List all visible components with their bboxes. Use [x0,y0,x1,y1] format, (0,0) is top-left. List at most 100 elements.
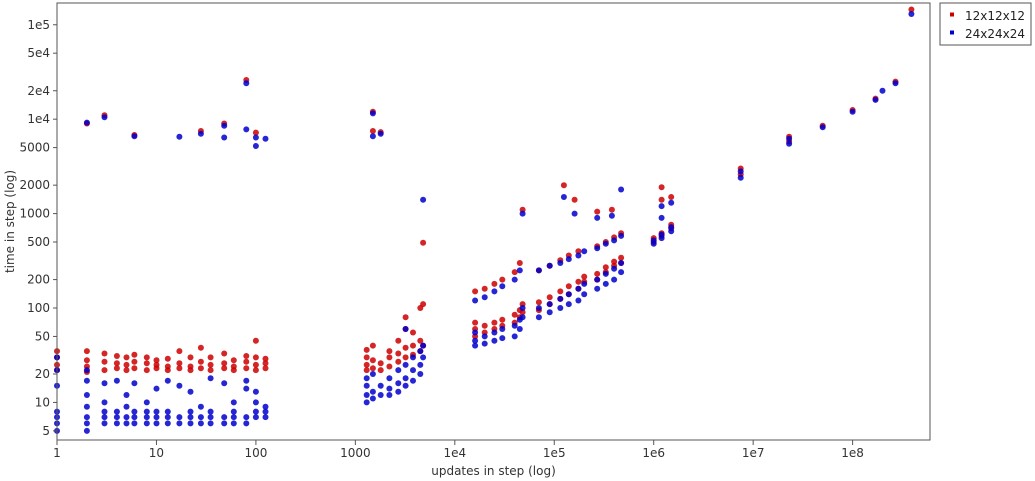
data-point [262,355,269,362]
data-point [176,382,183,389]
data-point [131,420,138,427]
data-point [608,212,615,219]
data-point [386,363,393,370]
data-point [369,371,376,377]
data-point [668,224,675,231]
data-point [511,311,518,318]
data-point [143,414,150,421]
data-point [230,414,237,421]
data-point [786,140,793,147]
data-point [153,408,160,415]
data-point [207,367,214,374]
data-point [402,344,409,351]
y-tick-label: 100 [27,301,50,315]
data-point [252,143,259,149]
data-point [786,135,793,142]
data-point [499,326,506,332]
data-point [363,367,370,374]
data-point [221,420,228,427]
data-point [143,360,150,367]
data-point [230,357,237,364]
data-point [221,365,228,372]
data-point [511,276,518,283]
data-point [83,420,90,427]
data-point [113,420,120,427]
data-point [511,322,518,329]
data-point [618,254,625,261]
data-point [153,414,160,421]
data-point [123,361,130,368]
data-point [243,377,250,384]
data-point [243,353,250,359]
data-point [197,414,204,421]
data-point [386,385,393,392]
data-point [499,276,506,283]
data-point [546,309,553,316]
data-point [221,414,228,421]
data-point [535,299,542,306]
y-tick-label: 1e5 [27,18,50,32]
data-point [252,388,259,395]
data-point [581,291,588,298]
data-point [230,420,237,427]
data-point [363,361,370,368]
data-point [187,354,194,361]
data-point [420,196,427,203]
data-point [197,420,204,427]
data-point [153,420,160,427]
data-point [511,269,518,276]
data-point [535,314,542,321]
data-point [650,237,657,244]
x-tick-label: 1e5 [543,446,566,460]
data-point [164,408,171,415]
data-point [658,196,665,203]
y-tick-label: 50 [35,329,50,343]
y-tick-label: 10 [35,395,50,409]
y-tick-label: 20 [35,367,50,381]
data-point [83,367,90,374]
data-point [519,309,526,316]
data-point [618,260,625,266]
data-point [369,110,376,117]
data-point [892,80,899,87]
data-point [377,130,384,137]
data-point [658,231,665,238]
data-point [395,337,402,344]
data-point [113,365,120,372]
data-point [602,270,609,277]
data-point [123,414,130,421]
data-point [571,196,578,203]
data-point [658,214,665,221]
data-point [176,360,183,367]
data-point [565,291,572,298]
data-point [363,399,370,406]
data-point [83,119,90,126]
data-point [207,414,214,421]
data-point [481,285,488,292]
data-point [602,264,609,271]
data-point [481,333,488,340]
data-point [143,420,150,427]
data-point [207,354,214,361]
data-point [499,335,506,342]
data-point [164,420,171,427]
data-point [602,280,609,287]
data-point [363,375,370,382]
data-point [101,114,108,121]
data-point [363,392,370,398]
data-point [221,122,228,129]
data-point [243,126,250,133]
data-point [262,414,269,421]
data-point [557,305,564,311]
data-point [377,367,384,374]
data-point [420,342,427,349]
data-point [113,414,120,421]
data-point [481,340,488,347]
data-point [252,361,259,368]
data-point [402,361,409,368]
data-point [410,367,416,374]
data-point [123,403,130,410]
data-point [187,408,194,415]
data-point [519,314,526,321]
